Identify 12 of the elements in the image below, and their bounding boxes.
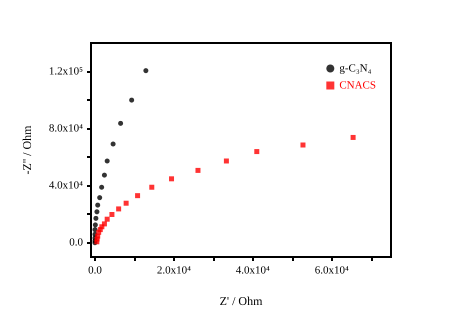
y-tick-label: 0.0 [69, 236, 84, 249]
legend-label: g-C₃N₄ [339, 62, 372, 74]
y-axis-title: -Z'' / Ohm [20, 124, 34, 174]
x-tick-label: 6.0x10⁴ [314, 264, 349, 276]
x-tick-label: 2.0x10⁴ [156, 264, 192, 276]
x-axis-title: Z' / Ohm [220, 294, 264, 308]
y-tick-label: 1.2x10⁵ [48, 66, 84, 78]
y-tick-label: 4.0x10⁴ [48, 180, 84, 192]
legend-label: CNACS [339, 80, 376, 92]
y-tick-label: 8.0x10⁴ [48, 122, 84, 135]
x-tick-label: 4.0x10⁴ [236, 264, 270, 276]
x-tick-label: 0.0 [88, 264, 102, 276]
